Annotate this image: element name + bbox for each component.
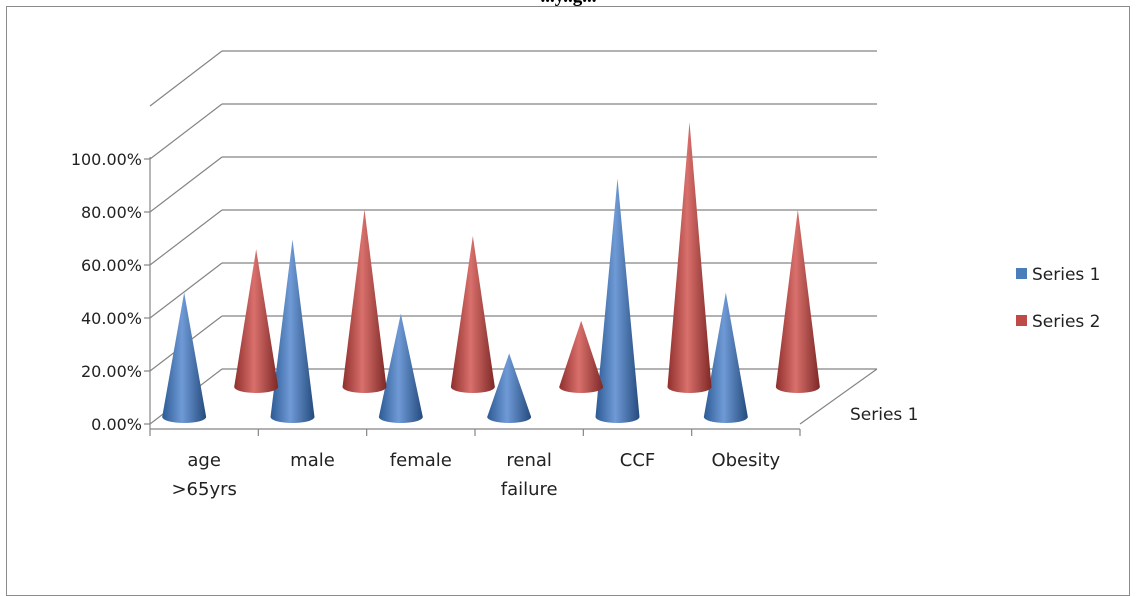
cone-body	[667, 122, 712, 393]
cone-1	[378, 313, 423, 423]
cone-1	[270, 239, 315, 423]
cone-body	[270, 239, 315, 423]
y-tick-label: 0.00%	[91, 415, 142, 434]
legend: Series 1 Series 2	[1016, 265, 1101, 332]
chart-labels: 0.00% 20.00% 40.00% 60.00% 80.00% 100.00% age >…	[71, 150, 919, 500]
legend-label: Series 1	[1032, 265, 1101, 285]
y-tick-label: 20.00%	[81, 362, 142, 381]
legend-swatch	[1016, 268, 1027, 279]
gridline-side	[149, 209, 223, 266]
y-tick-label: 80.00%	[81, 203, 142, 222]
cone-2	[667, 122, 712, 393]
cone-body	[450, 235, 495, 393]
x-tick-label: Obesity	[711, 450, 780, 471]
x-tick-label: failure	[501, 479, 558, 500]
cone-body	[775, 209, 820, 393]
cone-body	[234, 249, 279, 393]
cone-body	[559, 320, 604, 393]
gridline-side	[149, 50, 223, 107]
x-tick-label: >65yrs	[171, 479, 236, 500]
cone-2	[234, 249, 279, 393]
x-tick-label: renal	[506, 450, 552, 471]
cone-body	[703, 292, 748, 423]
legend-label: Series 2	[1032, 312, 1101, 332]
x-tick-label: male	[290, 450, 335, 471]
cone-2	[450, 235, 495, 393]
cone-body	[487, 353, 532, 424]
chart: 0.00% 20.00% 40.00% 60.00% 80.00% 100.00% age >…	[71, 50, 1101, 500]
gridline-side	[149, 262, 223, 319]
y-tick-label: 60.00%	[81, 256, 142, 275]
cone-1	[703, 292, 748, 423]
legend-swatch	[1016, 315, 1027, 326]
cone-2	[775, 209, 820, 393]
cone-1	[162, 292, 207, 423]
chart-title: ...y..g...	[0, 0, 1137, 8]
x-tick-label: female	[390, 450, 452, 471]
gridline-side	[149, 156, 223, 213]
x-tick-label: age	[187, 450, 221, 471]
cone-body	[595, 178, 640, 423]
cone-1	[487, 353, 532, 424]
y-tick-label: 40.00%	[81, 309, 142, 328]
cone-2	[342, 209, 387, 393]
depth-axis-label: Series 1	[850, 405, 919, 425]
y-tick-label: 100.00%	[71, 150, 142, 169]
floor-edge	[799, 368, 878, 425]
cone-body	[162, 292, 207, 423]
x-tick-label: CCF	[620, 450, 656, 471]
cone-body	[378, 313, 423, 423]
chart-cones	[162, 122, 820, 424]
cone-body	[342, 209, 387, 393]
gridline-side	[149, 103, 223, 160]
cone-2	[559, 320, 604, 393]
cone-1	[595, 178, 640, 423]
